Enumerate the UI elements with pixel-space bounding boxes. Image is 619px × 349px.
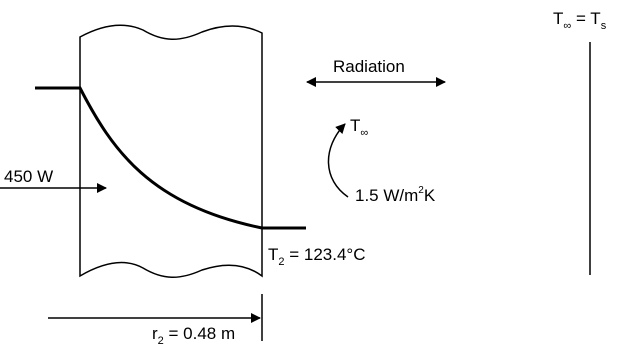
convection-coefficient-label: 1.5 W/m2K: [355, 185, 436, 205]
wall-outline: [79, 24, 263, 278]
ambient-label: T∞ = Ts: [553, 9, 607, 32]
t-infinity-label: T∞: [350, 116, 368, 139]
radiation-label: Radiation: [333, 57, 405, 76]
temperature-profile: [35, 86, 306, 230]
convection-arrow: [327, 123, 349, 198]
heat-input-label: 450 W: [4, 167, 53, 186]
t2-label: T2 = 123.4°C: [268, 245, 366, 268]
r2-label: r2 = 0.48 m: [152, 324, 235, 347]
